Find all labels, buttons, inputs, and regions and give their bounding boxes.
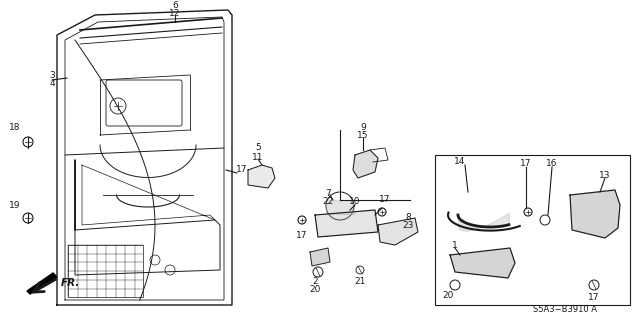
Text: 14: 14 — [454, 158, 466, 167]
Polygon shape — [326, 200, 354, 214]
Polygon shape — [450, 248, 515, 278]
Text: 23: 23 — [403, 221, 413, 231]
Bar — [435, 155, 630, 305]
Polygon shape — [353, 150, 378, 178]
Text: 1: 1 — [452, 241, 458, 249]
Polygon shape — [315, 210, 378, 237]
Text: 3: 3 — [49, 71, 55, 80]
Text: 20: 20 — [442, 291, 454, 300]
Text: 6: 6 — [172, 2, 178, 11]
Polygon shape — [378, 218, 418, 245]
Text: 15: 15 — [357, 131, 369, 140]
Text: 18: 18 — [9, 123, 20, 132]
Text: 11: 11 — [252, 152, 264, 161]
Text: 17: 17 — [236, 166, 248, 174]
Polygon shape — [27, 273, 57, 294]
Text: 12: 12 — [170, 10, 180, 19]
Text: FR.: FR. — [60, 278, 80, 288]
Text: 9: 9 — [360, 122, 366, 131]
Text: 5: 5 — [255, 144, 261, 152]
Bar — [68, 245, 143, 297]
Text: S5A3−B3910 A: S5A3−B3910 A — [533, 306, 597, 315]
Text: 20: 20 — [309, 286, 321, 294]
Text: 17: 17 — [296, 232, 308, 241]
Text: 17: 17 — [380, 196, 391, 204]
Text: 2: 2 — [312, 278, 318, 286]
Polygon shape — [310, 248, 330, 266]
Text: 8: 8 — [405, 213, 411, 222]
Text: 4: 4 — [49, 79, 55, 88]
Text: 7: 7 — [325, 189, 331, 197]
Text: 10: 10 — [349, 197, 361, 206]
Text: 21: 21 — [355, 278, 365, 286]
Polygon shape — [570, 190, 620, 238]
Text: 22: 22 — [323, 197, 333, 205]
Polygon shape — [248, 165, 275, 188]
Text: 19: 19 — [9, 201, 20, 210]
Text: 17: 17 — [520, 159, 532, 167]
Text: 17: 17 — [588, 293, 600, 302]
Text: 13: 13 — [599, 170, 611, 180]
Text: 16: 16 — [547, 159, 557, 167]
